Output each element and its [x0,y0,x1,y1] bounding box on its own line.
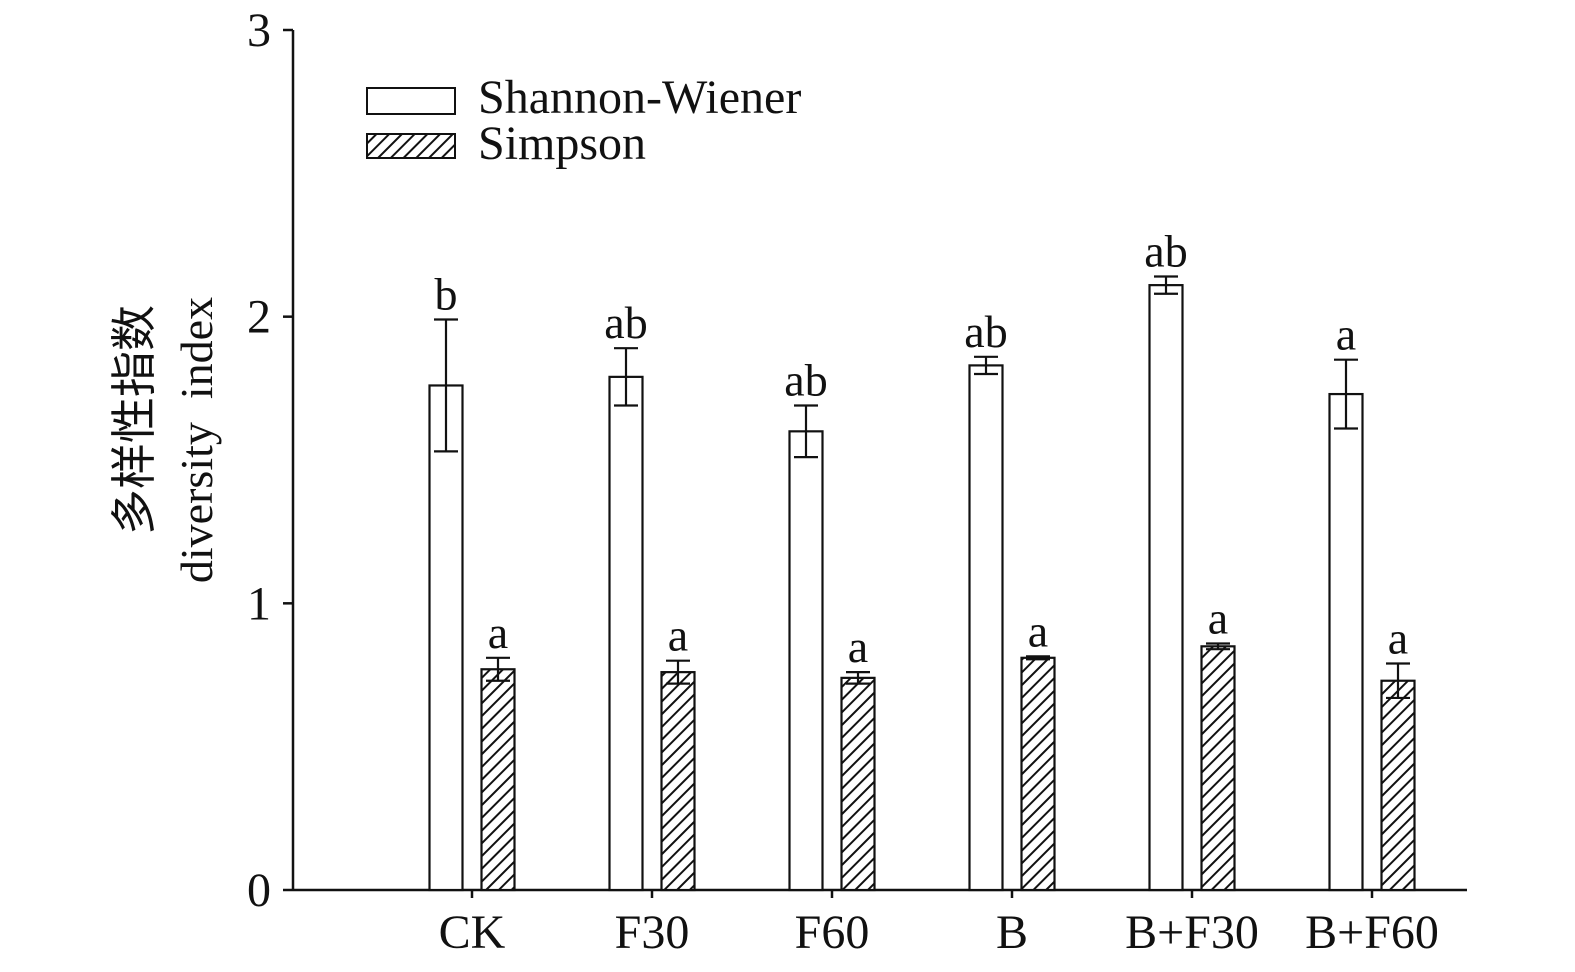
y-axis-title-en-group: diversity index [171,297,222,583]
y-axis-title-cn: 多样性指数 [107,305,161,535]
y-tick-label: 0 [247,864,271,917]
significance-label: ab [604,297,647,348]
y-tick-label: 1 [247,577,271,630]
y-tick-label: 2 [247,291,271,344]
significance-label: b [435,269,458,320]
legend: Shannon-Wiener Simpson [366,71,801,170]
legend-label-shannon: Shannon-Wiener [478,71,801,124]
x-tick-label: B+F30 [1125,906,1259,959]
significance-label: a [1388,613,1408,664]
bar-simpson [480,668,516,892]
x-tick-label: B [996,906,1028,959]
significance-label: ab [784,355,827,406]
bar-simpson [840,676,876,892]
legend-swatch-simpson [366,133,456,159]
legend-label-simpson: Simpson [478,117,646,170]
significance-label: a [488,607,508,658]
bar-simpson [1200,645,1236,892]
bar-simpson [1020,656,1056,892]
significance-label: a [1336,309,1356,360]
bar-simpson [660,671,696,892]
bar-shannon [788,430,824,892]
significance-label: a [1028,605,1048,656]
x-tick-label: F30 [615,906,690,959]
bar-shannon [968,364,1004,892]
bar-simpson [1380,679,1416,892]
x-tick-label: CK [439,906,506,959]
significance-label: ab [964,306,1007,357]
y-axis-title-en: diversity index [171,297,222,583]
significance-label: a [1208,592,1228,643]
y-ticks: 0 1 2 3 [247,4,293,917]
significance-label: ab [1144,226,1187,277]
y-axis-title: 多样性指数 [107,305,161,535]
significance-label: a [668,610,688,661]
x-tick-label: B+F60 [1305,906,1439,959]
bar-shannon [1328,392,1364,892]
significance-label: a [848,621,868,672]
bar-shannon [428,384,464,892]
bar-shannon [608,375,644,892]
bar-shannon [1148,284,1184,892]
legend-swatch-shannon [366,87,456,115]
x-tick-label: F60 [795,906,870,959]
y-tick-label: 3 [247,4,271,57]
axes [291,30,1467,892]
x-ticks: CK F30 F60 B B+F30 B+F60 [439,890,1439,959]
bars: b a ab a ab a ab a ab a a a [428,226,1416,892]
